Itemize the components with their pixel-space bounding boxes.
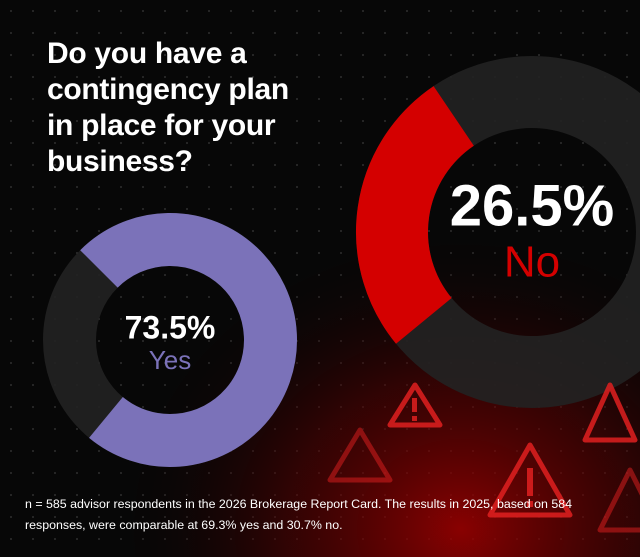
donut-segment (80, 213, 297, 467)
title: Do you have a contingency plan in place … (47, 37, 289, 178)
category-label: No (504, 238, 560, 287)
warning-marks (412, 398, 533, 507)
donut-segment (356, 86, 475, 344)
category-label: Yes (149, 345, 191, 375)
warning-icons (327, 382, 640, 533)
footnote: n = 585 advisor respondents in the 2026 … (25, 497, 573, 532)
value-label: 73.5% (125, 309, 216, 345)
value-label: 26.5% (450, 173, 614, 238)
